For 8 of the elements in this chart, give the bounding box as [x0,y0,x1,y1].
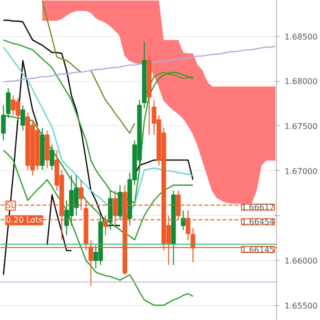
y-tick-label: 1.67000 [284,166,318,176]
annotation: SL [6,201,16,210]
y-tick-label: 1.68500 [284,32,318,42]
annotation: 0.20 Lots [6,216,43,225]
y-tick-label: 1.66000 [284,256,318,266]
y-tick-label: 1.67500 [284,122,318,131]
y-tick-label: 1.65500 [284,301,318,310]
y-tick-label: 1.68000 [284,77,318,86]
